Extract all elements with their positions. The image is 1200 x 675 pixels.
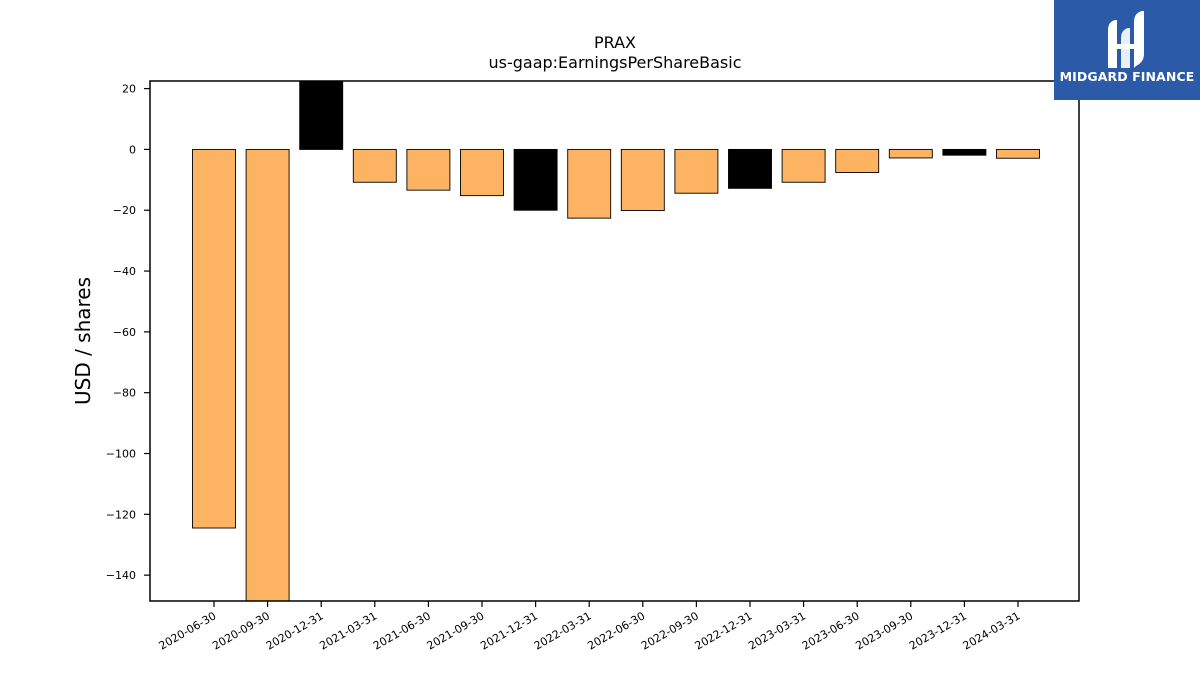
bar-2020-09-30 (245, 148, 290, 602)
bar-2023-03-31 (781, 148, 826, 183)
x-tick-label: 2023-09-30 (853, 609, 915, 652)
x-tick-label: 2022-09-30 (639, 609, 701, 652)
y-tick-label: −80 (113, 387, 136, 400)
bars-group (192, 80, 1040, 602)
x-tick-label: 2020-06-30 (157, 609, 219, 652)
bar-2020-12-31 (299, 80, 344, 150)
plot-frame (149, 80, 1080, 602)
brand-name: MIDGARD FINANCE (1059, 69, 1195, 84)
x-tick-label: 2020-12-31 (264, 609, 326, 652)
bar-2021-09-30 (460, 148, 504, 197)
y-tick-label: 20 (122, 83, 136, 96)
y-tick-label: −60 (113, 326, 136, 339)
x-tick-label: 2021-09-30 (425, 609, 487, 652)
x-tick-label: 2022-06-30 (585, 609, 647, 652)
x-tick-label: 2023-03-31 (746, 609, 808, 652)
bar-2022-06-30 (620, 148, 665, 211)
x-tick-label: 2022-03-31 (532, 609, 594, 652)
chart-title: PRAX (594, 33, 636, 52)
y-tick-label: −20 (113, 204, 136, 217)
x-tick-label: 2022-12-31 (693, 609, 755, 652)
bar-2021-12-31 (513, 148, 558, 211)
y-axis: 20 0 −20 −40 −60 −80 −100 −120 −140 (106, 83, 150, 582)
bar-2021-06-30 (406, 148, 451, 191)
x-tick-label: 2021-12-31 (478, 609, 540, 652)
brand-logo: MIDGARD FINANCE (1054, 0, 1200, 100)
bar-2023-09-30 (888, 148, 933, 159)
x-axis: 2020-06-302020-09-302020-12-312021-03-31… (157, 601, 1023, 653)
y-tick-label: −100 (106, 448, 136, 461)
bar-2024-03-31 (996, 148, 1040, 159)
midgard-logo-icon (1108, 11, 1144, 68)
y-tick-label: 0 (129, 143, 136, 156)
y-axis-label: USD / shares (71, 277, 95, 405)
bar-2021-03-31 (352, 148, 397, 183)
bar-2022-12-31 (728, 148, 772, 189)
x-tick-label: 2020-09-30 (210, 609, 272, 652)
y-tick-label: −40 (113, 265, 136, 278)
x-tick-label: 2023-12-31 (907, 609, 969, 652)
x-tick-label: 2023-06-30 (800, 609, 862, 652)
chart-subtitle: us-gaap:EarningsPerShareBasic (488, 53, 741, 72)
bar-2023-12-31 (942, 148, 987, 156)
bar-2022-03-31 (567, 148, 612, 219)
bar-2022-09-30 (674, 148, 719, 194)
y-tick-label: −120 (106, 508, 136, 521)
bar-2023-06-30 (835, 148, 880, 173)
x-tick-label: 2021-03-31 (317, 609, 379, 652)
x-tick-label: 2024-03-31 (961, 609, 1023, 652)
x-tick-label: 2021-06-30 (371, 609, 433, 652)
y-tick-label: −140 (106, 569, 136, 582)
bar-2020-06-30 (192, 148, 236, 529)
